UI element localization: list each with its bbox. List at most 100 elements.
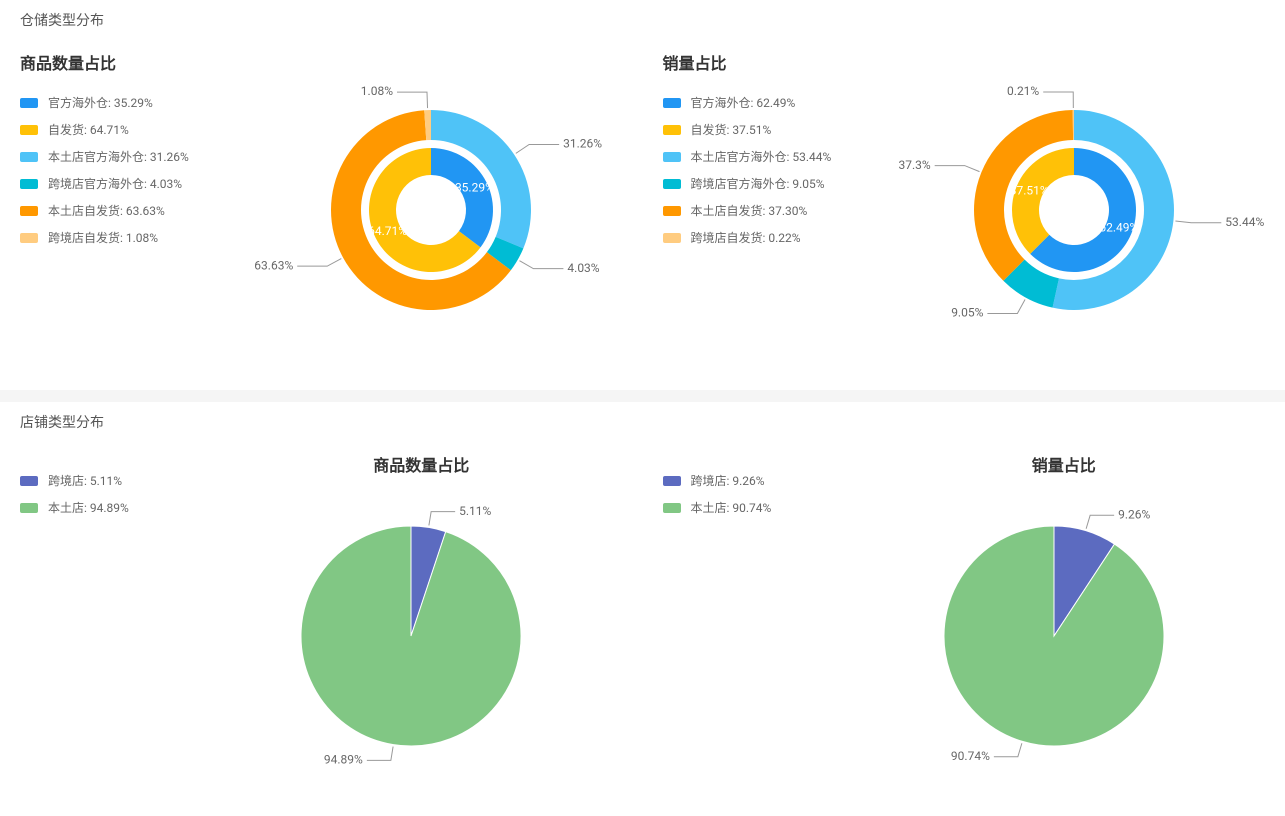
legend-label: 官方海外仓: 62.49% xyxy=(691,94,796,111)
panel-legend-area: 跨境店: 9.26% 本土店: 90.74% xyxy=(663,452,863,526)
legend-item: 官方海外仓: 35.29% xyxy=(20,94,260,111)
slice-inner-label: 62.49% xyxy=(1099,221,1138,235)
legend-swatch xyxy=(663,503,681,513)
legend-swatch xyxy=(663,125,681,135)
chart-panel: 销量占比官方海外仓: 62.49% 自发货: 37.51% 本土店官方海外仓: 53… xyxy=(663,50,1266,370)
legend-swatch xyxy=(663,476,681,486)
legend-swatch xyxy=(20,476,38,486)
legend-swatch xyxy=(20,179,38,189)
callout-line xyxy=(1086,515,1114,528)
legend-label: 跨境店官方海外仓: 4.03% xyxy=(48,175,182,192)
panel-legend-area: 跨境店: 5.11% 本土店: 94.89% xyxy=(20,452,220,526)
shop-panels-row: 跨境店: 5.11%本土店: 94.89%商品数量占比5.11%94.89%跨境… xyxy=(20,452,1265,806)
donut-chart: 31.26%4.03%63.63%1.08%35.29%64.71% xyxy=(261,50,621,370)
legend-swatch xyxy=(663,179,681,189)
callout-label: 1.08% xyxy=(361,84,393,98)
legend-item: 本土店: 94.89% xyxy=(20,499,220,516)
legend-item: 跨境店: 5.11% xyxy=(20,472,220,489)
legend-label: 自发货: 64.71% xyxy=(48,121,129,138)
callout-line xyxy=(516,144,559,153)
panel-legend-area: 商品数量占比官方海外仓: 35.29%自发货: 64.71%本土店官方海外仓: … xyxy=(20,50,260,256)
legend-label: 跨境店: 5.11% xyxy=(48,472,122,489)
legend-swatch xyxy=(663,152,681,162)
legend-label: 本土店官方海外仓: 31.26% xyxy=(48,148,189,165)
legend-item: 跨境店自发货: 0.22% xyxy=(663,229,903,246)
callout-label: 5.11% xyxy=(459,504,491,518)
legend-swatch xyxy=(20,98,38,108)
legend-swatch xyxy=(663,206,681,216)
slice-inner-label: 35.29% xyxy=(455,181,494,195)
legend-label: 本土店自发货: 37.30% xyxy=(691,202,808,219)
slice-inner-label: 37.51% xyxy=(1009,184,1048,198)
legend-label: 跨境店自发货: 0.22% xyxy=(691,229,801,246)
callout-line xyxy=(1175,221,1221,223)
chart-area: 9.26% 90.74% xyxy=(904,486,1224,806)
legend-item: 跨境店自发货: 1.08% xyxy=(20,229,260,246)
legend-label: 跨境店自发货: 1.08% xyxy=(48,229,158,246)
legend-swatch xyxy=(20,125,38,135)
chart-panel: 跨境店: 9.26% 本土店: 90.74% 销量占比 9.26% 90.74% xyxy=(663,452,1266,806)
legend-item: 自发货: 37.51% xyxy=(663,121,903,138)
legend-list: 官方海外仓: 62.49% 自发货: 37.51% 本土店官方海外仓: 53.44%… xyxy=(663,94,903,246)
legend-label: 本土店官方海外仓: 53.44% xyxy=(691,148,832,165)
legend-item: 跨境店官方海外仓: 9.05% xyxy=(663,175,903,192)
panel-title: 销量占比 xyxy=(1032,452,1096,476)
warehouse-panels-row: 商品数量占比官方海外仓: 35.29%自发货: 64.71%本土店官方海外仓: … xyxy=(20,50,1265,370)
legend-item: 本土店官方海外仓: 53.44% xyxy=(663,148,903,165)
slice-inner-label: 64.71% xyxy=(368,224,407,238)
legend-swatch xyxy=(20,206,38,216)
callout-label: 90.74% xyxy=(951,749,990,763)
chart-panel: 商品数量占比官方海外仓: 35.29%自发货: 64.71%本土店官方海外仓: … xyxy=(20,50,623,370)
callout-label: 9.26% xyxy=(1118,507,1150,521)
chart-panel: 跨境店: 5.11% 本土店: 94.89% 商品数量占比 5.11%94.89% xyxy=(20,452,623,806)
pie-chart: 5.11%94.89% xyxy=(261,486,581,806)
legend-label: 跨境店官方海外仓: 9.05% xyxy=(691,175,825,192)
callout-label: 31.26% xyxy=(563,137,602,151)
section-title: 店铺类型分布 xyxy=(20,412,1265,432)
legend-label: 本土店自发货: 63.63% xyxy=(48,202,165,219)
legend-label: 官方海外仓: 35.29% xyxy=(48,94,153,111)
callout-label: 9.05% xyxy=(951,306,983,320)
legend-label: 跨境店: 9.26% xyxy=(691,472,765,489)
legend-list: 跨境店: 5.11% 本土店: 94.89% xyxy=(20,472,220,516)
callout-line xyxy=(934,166,979,172)
callout-line xyxy=(297,259,341,267)
section-divider xyxy=(0,390,1285,402)
warehouse-type-section: 仓储类型分布 商品数量占比官方海外仓: 35.29%自发货: 64.71%本土店… xyxy=(0,0,1285,380)
chart-area: 53.44%9.05%37.3%0.21%62.49%37.51% xyxy=(903,50,1266,370)
legend-item: 自发货: 64.71% xyxy=(20,121,260,138)
panel-title: 销量占比 xyxy=(663,50,903,74)
legend-item: 跨境店官方海外仓: 4.03% xyxy=(20,175,260,192)
legend-list: 跨境店: 9.26% 本土店: 90.74% xyxy=(663,472,863,516)
legend-list: 官方海外仓: 35.29% 自发货: 64.71% 本土店官方海外仓: 31.26%… xyxy=(20,94,260,246)
legend-swatch xyxy=(663,233,681,243)
callout-label: 53.44% xyxy=(1225,215,1264,229)
callout-label: 37.3% xyxy=(898,158,930,172)
legend-swatch xyxy=(663,98,681,108)
legend-label: 自发货: 37.51% xyxy=(691,121,772,138)
callout-line xyxy=(994,743,1022,756)
legend-item: 官方海外仓: 62.49% xyxy=(663,94,903,111)
panel-legend-area: 销量占比官方海外仓: 62.49% 自发货: 37.51% 本土店官方海外仓: 53… xyxy=(663,50,903,256)
chart-area: 31.26%4.03%63.63%1.08%35.29%64.71% xyxy=(260,50,623,370)
callout-line xyxy=(520,261,564,269)
donut-chart: 53.44%9.05%37.3%0.21%62.49%37.51% xyxy=(904,50,1264,370)
callout-line xyxy=(429,512,455,526)
legend-label: 本土店: 90.74% xyxy=(691,499,772,516)
legend-item: 本土店官方海外仓: 31.26% xyxy=(20,148,260,165)
shop-type-section: 店铺类型分布 跨境店: 5.11%本土店: 94.89%商品数量占比5.11%9… xyxy=(0,402,1285,816)
chart-area: 5.11%94.89% xyxy=(261,486,581,806)
panel-title: 商品数量占比 xyxy=(373,452,469,476)
callout-line xyxy=(367,747,393,761)
chart-column: 商品数量占比 5.11%94.89% xyxy=(220,452,623,806)
legend-swatch xyxy=(20,152,38,162)
section-title: 仓储类型分布 xyxy=(20,10,1265,30)
callout-line xyxy=(1043,92,1073,108)
chart-column: 销量占比 9.26% 90.74% xyxy=(863,452,1266,806)
pie-slice xyxy=(301,526,521,746)
legend-swatch xyxy=(20,233,38,243)
legend-swatch xyxy=(20,503,38,513)
callout-line xyxy=(397,92,428,108)
callout-label: 4.03% xyxy=(568,261,600,275)
pie-chart: 9.26% 90.74% xyxy=(904,486,1224,806)
